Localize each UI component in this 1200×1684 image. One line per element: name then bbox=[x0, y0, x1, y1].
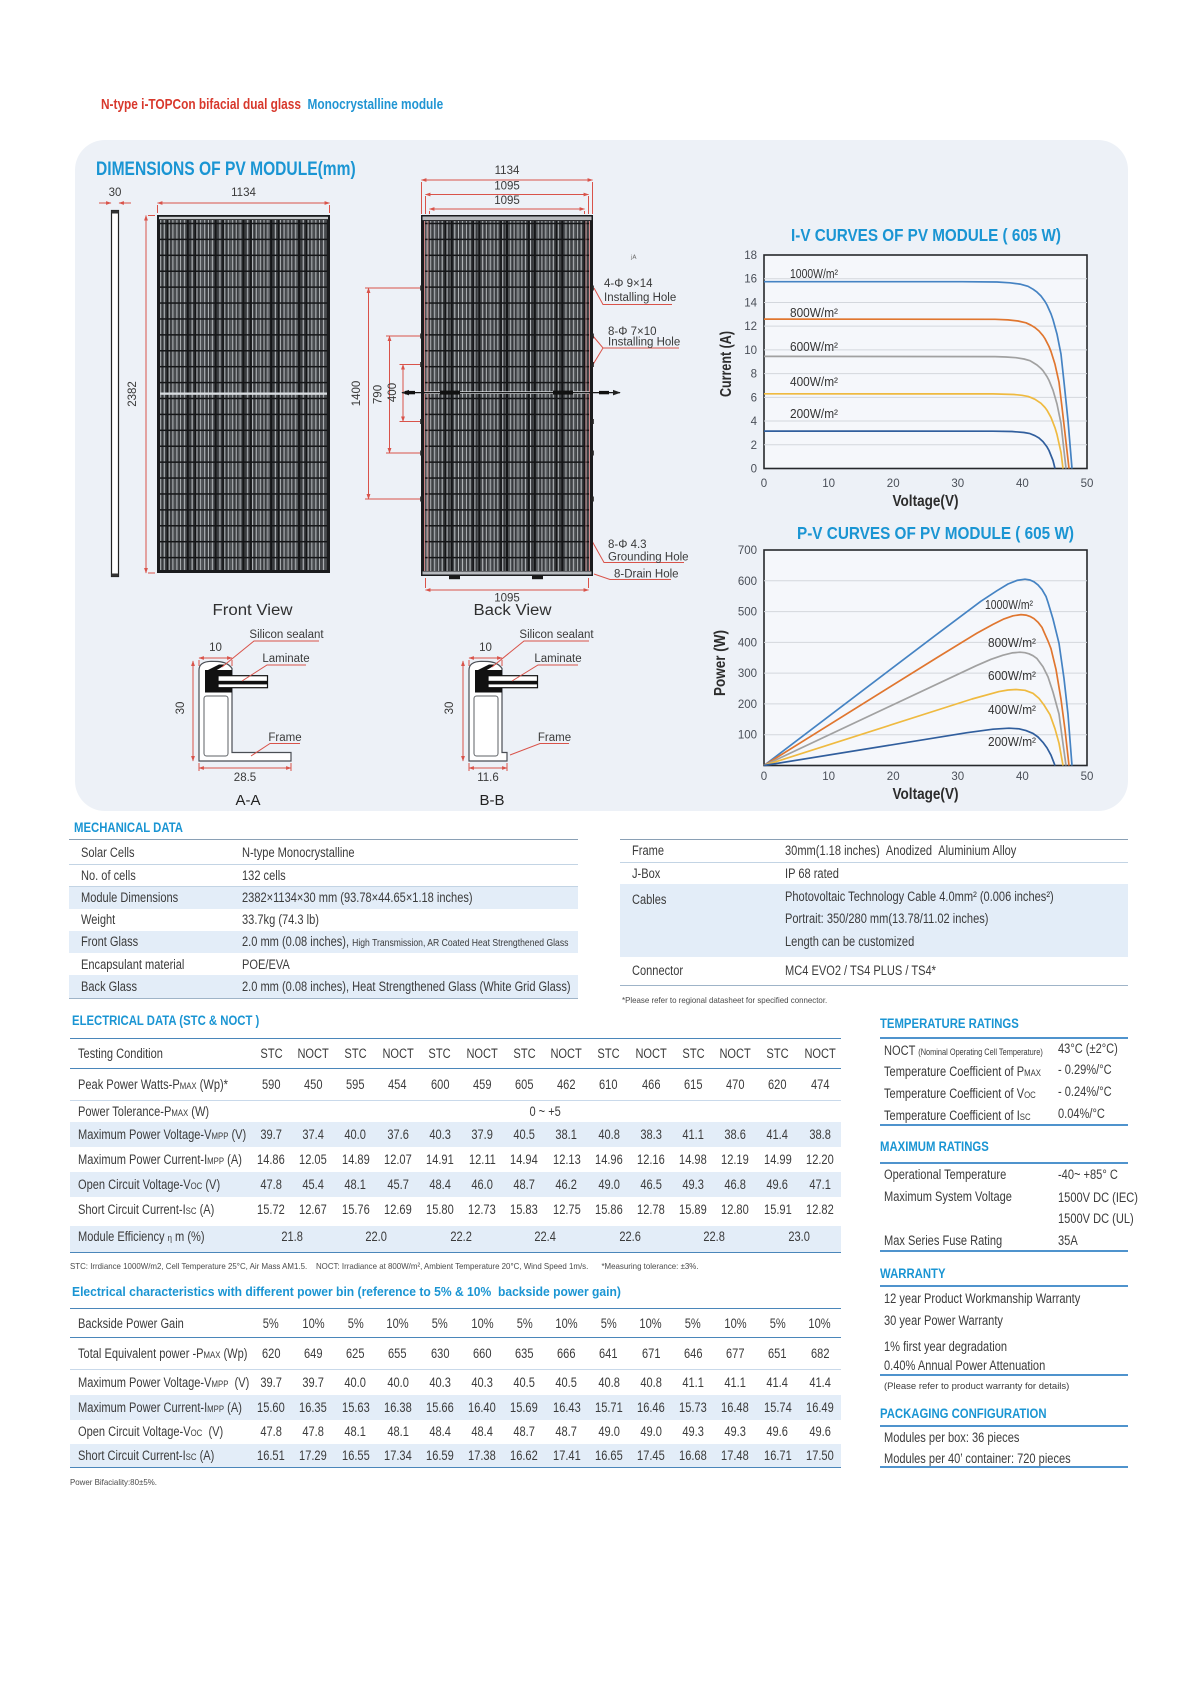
svg-text:8: 8 bbox=[751, 369, 757, 381]
svg-text:12: 12 bbox=[744, 321, 757, 333]
svg-text:8-Φ 4.3: 8-Φ 4.3 bbox=[608, 539, 647, 551]
svg-text:100: 100 bbox=[738, 730, 757, 742]
svg-text:ʲᴬ: ʲᴬ bbox=[630, 253, 637, 263]
svg-text:200W/m²: 200W/m² bbox=[988, 734, 1037, 749]
svg-text:1095: 1095 bbox=[494, 195, 520, 207]
svg-text:10: 10 bbox=[822, 478, 835, 490]
svg-text:1400: 1400 bbox=[351, 381, 363, 407]
svg-text:Laminate: Laminate bbox=[534, 653, 581, 665]
svg-text:A-A: A-A bbox=[235, 792, 260, 809]
svg-text:4-Φ 9×14: 4-Φ 9×14 bbox=[604, 278, 653, 290]
svg-text:10: 10 bbox=[209, 642, 222, 654]
svg-text:1000W/m²: 1000W/m² bbox=[790, 266, 839, 281]
svg-text:400: 400 bbox=[387, 383, 399, 402]
svg-text:Grounding Hole: Grounding Hole bbox=[608, 552, 689, 564]
svg-text:Back View: Back View bbox=[474, 602, 553, 619]
svg-text:8-Φ 7×10: 8-Φ 7×10 bbox=[608, 326, 657, 338]
svg-text:Power (W): Power (W) bbox=[712, 630, 729, 696]
svg-text:0: 0 bbox=[751, 464, 757, 476]
svg-text:14: 14 bbox=[744, 297, 757, 309]
svg-text:0: 0 bbox=[761, 478, 767, 490]
svg-text:600W/m²: 600W/m² bbox=[790, 339, 839, 354]
svg-text:200W/m²: 200W/m² bbox=[790, 406, 839, 421]
svg-text:Current (A): Current (A) bbox=[718, 331, 735, 397]
svg-text:1000W/m²: 1000W/m² bbox=[985, 597, 1034, 612]
svg-text:30: 30 bbox=[109, 187, 122, 199]
svg-text:1095: 1095 bbox=[494, 181, 520, 193]
svg-text:10: 10 bbox=[822, 771, 835, 783]
svg-text:400: 400 bbox=[738, 637, 757, 649]
svg-text:30: 30 bbox=[951, 771, 964, 783]
svg-text:1134: 1134 bbox=[231, 187, 256, 199]
svg-text:200: 200 bbox=[738, 699, 757, 711]
svg-text:11.6: 11.6 bbox=[477, 772, 499, 784]
svg-text:16: 16 bbox=[744, 274, 757, 286]
svg-text:800W/m²: 800W/m² bbox=[790, 305, 839, 320]
svg-text:Silicon sealant: Silicon sealant bbox=[249, 629, 324, 641]
svg-text:18: 18 bbox=[744, 250, 757, 262]
svg-text:0: 0 bbox=[761, 771, 767, 783]
svg-text:700: 700 bbox=[738, 545, 757, 557]
svg-text:2382: 2382 bbox=[127, 381, 139, 407]
svg-text:28.5: 28.5 bbox=[234, 772, 256, 784]
svg-text:8-Drain Hole: 8-Drain Hole bbox=[614, 569, 679, 581]
svg-text:B-B: B-B bbox=[479, 792, 504, 809]
svg-text:600: 600 bbox=[738, 576, 757, 588]
svg-text:300: 300 bbox=[738, 668, 757, 680]
svg-text:4: 4 bbox=[751, 416, 758, 428]
svg-text:30: 30 bbox=[444, 702, 456, 715]
svg-text:500: 500 bbox=[738, 607, 757, 619]
svg-text:Silicon sealant: Silicon sealant bbox=[519, 629, 594, 641]
svg-text:400W/m²: 400W/m² bbox=[790, 374, 839, 389]
svg-text:Frame: Frame bbox=[538, 732, 571, 744]
svg-text:40: 40 bbox=[1016, 478, 1029, 490]
svg-text:20: 20 bbox=[887, 478, 900, 490]
svg-text:Installing Hole: Installing Hole bbox=[604, 292, 676, 304]
svg-text:Frame: Frame bbox=[268, 732, 301, 744]
svg-text:I-V CURVES OF PV MODULE ( 605: I-V CURVES OF PV MODULE ( 605 W) bbox=[791, 225, 1061, 245]
svg-text:1095: 1095 bbox=[494, 593, 520, 605]
svg-text:20: 20 bbox=[887, 771, 900, 783]
svg-text:30: 30 bbox=[175, 702, 187, 715]
svg-text:6: 6 bbox=[751, 392, 757, 404]
svg-text:400W/m²: 400W/m² bbox=[988, 702, 1037, 717]
svg-text:Front View: Front View bbox=[213, 602, 294, 619]
svg-text:Installing Hole: Installing Hole bbox=[608, 337, 680, 349]
svg-text:790: 790 bbox=[373, 385, 385, 404]
svg-text:50: 50 bbox=[1081, 771, 1094, 783]
svg-text:P-V CURVES OF PV MODULE ( 605: P-V CURVES OF PV MODULE ( 605 W) bbox=[797, 523, 1074, 543]
svg-text:10: 10 bbox=[744, 345, 757, 357]
svg-text:30: 30 bbox=[951, 478, 964, 490]
svg-text:50: 50 bbox=[1081, 478, 1094, 490]
svg-text:Voltage(V): Voltage(V) bbox=[893, 493, 959, 510]
svg-text:40: 40 bbox=[1016, 771, 1029, 783]
svg-text:2: 2 bbox=[751, 440, 757, 452]
svg-text:Voltage(V): Voltage(V) bbox=[893, 786, 959, 803]
svg-text:600W/m²: 600W/m² bbox=[988, 668, 1037, 683]
svg-text:10: 10 bbox=[479, 642, 492, 654]
svg-text:1134: 1134 bbox=[495, 165, 520, 177]
svg-text:Laminate: Laminate bbox=[262, 653, 309, 665]
svg-text:800W/m²: 800W/m² bbox=[988, 635, 1037, 650]
